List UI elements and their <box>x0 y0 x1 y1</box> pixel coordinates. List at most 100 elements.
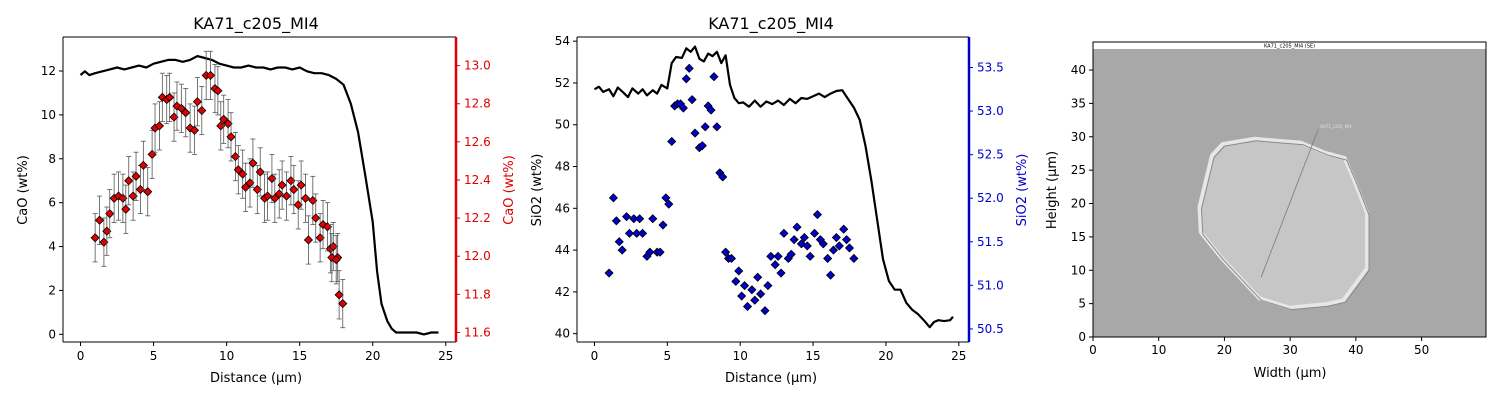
data-point <box>760 306 770 316</box>
data-point <box>131 171 141 181</box>
x-tick-label: 20 <box>878 349 893 363</box>
y-tick-label-left: 42 <box>555 285 570 299</box>
data-point <box>726 253 737 264</box>
data-point <box>604 268 614 278</box>
data-point <box>747 285 757 295</box>
data-point <box>121 204 131 214</box>
data-point <box>823 253 833 264</box>
x-tick-label: 50 <box>1414 343 1429 357</box>
y-tick-label-left: 4 <box>48 240 56 254</box>
data-point <box>611 216 621 226</box>
data-point <box>734 266 744 276</box>
image-frame <box>1092 41 1487 338</box>
y-tick-label-left: 50 <box>555 118 570 132</box>
y-tick-label: 35 <box>1071 96 1086 110</box>
y-axis-label-right: SiO2 (wt%) <box>1015 154 1030 227</box>
data-point <box>176 103 186 113</box>
y-tick-label-left: 12 <box>41 64 56 78</box>
y-tick-label-left: 0 <box>48 327 56 341</box>
y-tick-label-right: 12.2 <box>464 211 491 225</box>
x-tick-label: 30 <box>1283 343 1298 357</box>
y-tick-label: 15 <box>1071 230 1086 244</box>
data-point <box>617 245 627 255</box>
data-point <box>226 132 236 142</box>
y-tick-label: 0 <box>1078 330 1086 344</box>
data-point <box>664 199 674 209</box>
data-point <box>205 70 216 80</box>
data-point <box>241 182 251 192</box>
y-tick-label-right: 52.0 <box>977 191 1004 205</box>
data-point <box>786 249 796 259</box>
profile-line <box>79 54 439 336</box>
data-point <box>248 158 258 168</box>
data-point <box>165 92 175 102</box>
y-tick-label-left: 46 <box>555 201 570 215</box>
data-point <box>779 228 789 238</box>
data-point <box>192 97 202 107</box>
x-tick-label: 25 <box>951 349 966 363</box>
data-point <box>334 290 344 300</box>
data-point <box>189 125 200 135</box>
y-tick-label-right: 11.6 <box>464 325 491 339</box>
melt-inclusion-shadow <box>1201 140 1370 311</box>
y-tick-label-right: 51.0 <box>977 278 1004 292</box>
data-point <box>712 122 722 132</box>
data-point <box>718 172 728 182</box>
sio2-plot-area: 0 5 10 15 20 25 40 42 44 46 48 50 52 54 50.5 51.0 51.5 52… <box>555 34 1004 363</box>
y-tick-label: 10 <box>1071 263 1086 277</box>
sem-header-strip <box>1093 42 1486 49</box>
data-point <box>697 141 707 151</box>
data-point <box>277 180 287 190</box>
x-axis-label: Width (µm) <box>1254 366 1327 381</box>
data-point <box>638 228 648 238</box>
data-point <box>289 184 299 195</box>
y-tick-label-left: 52 <box>555 76 570 90</box>
y-tick-label-left: 54 <box>555 34 570 48</box>
profile-line <box>593 45 954 329</box>
data-point <box>763 281 773 291</box>
data-point <box>750 295 760 305</box>
x-tick-label: 20 <box>365 349 380 363</box>
data-point <box>756 289 766 299</box>
data-point <box>834 241 844 251</box>
y-tick-label-left: 8 <box>48 152 56 166</box>
data-point <box>809 228 820 238</box>
y-axis-label-left: CaO (wt%) <box>16 155 31 225</box>
data-point <box>154 121 164 131</box>
data-point <box>709 72 719 82</box>
data-point <box>812 210 823 220</box>
data-point <box>687 95 697 105</box>
y-tick-label-left: 10 <box>41 108 56 122</box>
data-point <box>799 232 809 243</box>
cao-plot-area: 0 5 10 15 20 25 0 2 4 6 8 10 12 11.6 11.8 12.0 12.2 12.4 1… <box>41 36 491 363</box>
y-tick-label: 5 <box>1078 297 1086 311</box>
y-tick-label-right: 12.0 <box>464 249 491 263</box>
y-tick-label-left: 40 <box>555 327 570 341</box>
data-point <box>825 270 836 280</box>
data-point <box>661 193 671 203</box>
y-tick-label-right: 12.4 <box>464 173 491 187</box>
data-point <box>789 235 799 245</box>
x-tick-label: 15 <box>805 349 820 363</box>
data-point <box>311 213 321 223</box>
y-axis-label-left: SiO2 (wt%) <box>530 154 545 227</box>
x-tick-label: 5 <box>150 349 158 363</box>
data-point <box>700 122 710 132</box>
data-point <box>773 251 783 261</box>
chart-title: KA71_c205_MI4 <box>193 14 319 34</box>
data-point <box>681 74 691 84</box>
sio2-profile-chart: KA71_c205_MI4 0 5 10 15 20 25 40 42 44 46 48 50 52 54… <box>530 14 1030 386</box>
data-point <box>667 136 677 147</box>
y-tick-label-right: 53.5 <box>977 61 1004 75</box>
data-point <box>635 214 645 224</box>
y-axis-label: Height (µm) <box>1045 151 1060 229</box>
y-tick-label-right: 51.5 <box>977 235 1004 249</box>
x-tick-label: 10 <box>219 349 234 363</box>
y-tick-label: 30 <box>1071 130 1086 144</box>
y-tick-label-right: 11.8 <box>464 287 491 301</box>
y-axis-label-right: CaO (wt%) <box>502 155 517 225</box>
data-point <box>770 260 780 270</box>
data-point <box>706 105 716 115</box>
data-point <box>721 247 731 257</box>
data-point <box>331 255 341 265</box>
